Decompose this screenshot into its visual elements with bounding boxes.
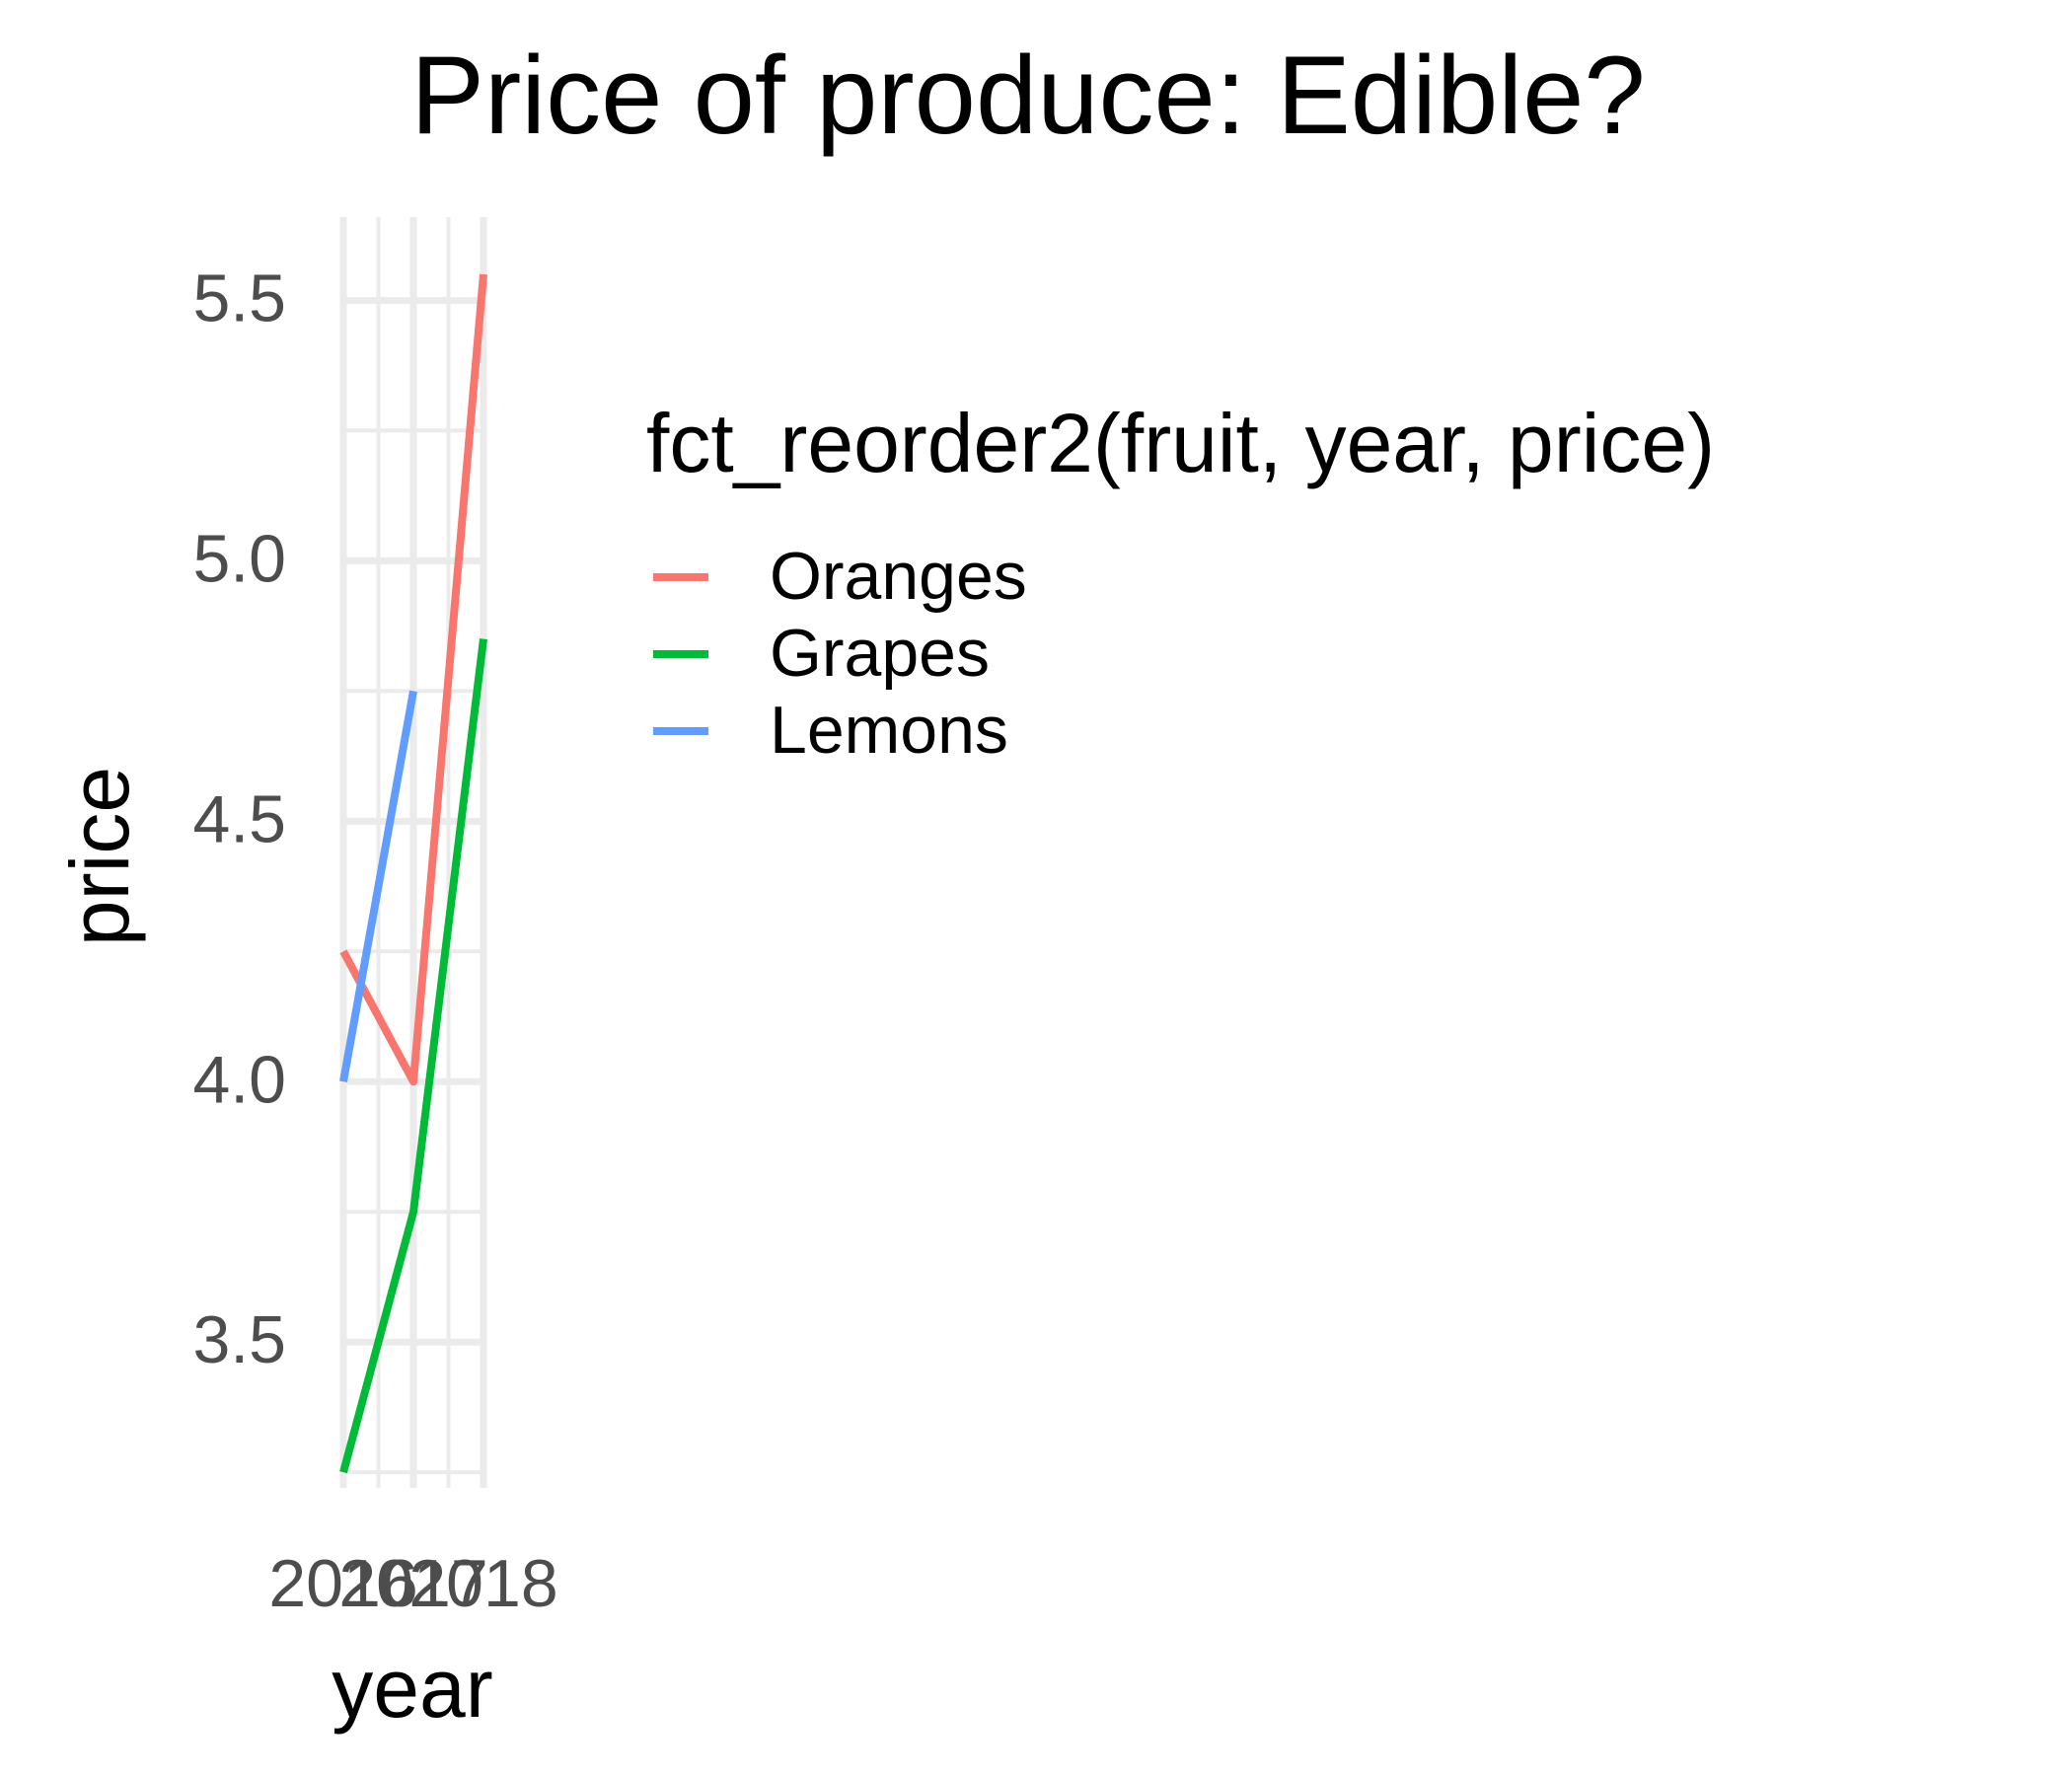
x-tick-label: 2018	[408, 1546, 557, 1621]
legend-title: fct_reorder2(fruit, year, price)	[646, 397, 1715, 489]
chart-title: Price of produce: Edible?	[410, 34, 1645, 157]
x-tick-label: 2017	[338, 1546, 487, 1621]
legend-label-grapes: Grapes	[770, 616, 990, 691]
x-tick-label: 2016	[268, 1546, 417, 1621]
y-tick-label: 4.0	[192, 1042, 286, 1117]
y-tick-label: 4.5	[192, 781, 286, 856]
plot-grid	[339, 217, 487, 1488]
legend-label-oranges: Oranges	[770, 539, 1027, 614]
y-axis-tick-labels: 3.5 4.0 4.5 5.0 5.5	[192, 260, 286, 1377]
y-tick-label: 5.5	[192, 260, 286, 335]
legend-label-lemons: Lemons	[770, 693, 1008, 768]
y-tick-label: 5.0	[192, 521, 286, 596]
series-lines	[339, 273, 487, 1474]
y-tick-label: 3.5	[192, 1302, 286, 1377]
series-line-grapes	[339, 638, 487, 1474]
x-axis-label: year	[332, 1642, 492, 1735]
series-line-oranges	[339, 273, 487, 1086]
y-axis-label: price	[53, 767, 146, 946]
series-line-lemons	[339, 690, 417, 1082]
